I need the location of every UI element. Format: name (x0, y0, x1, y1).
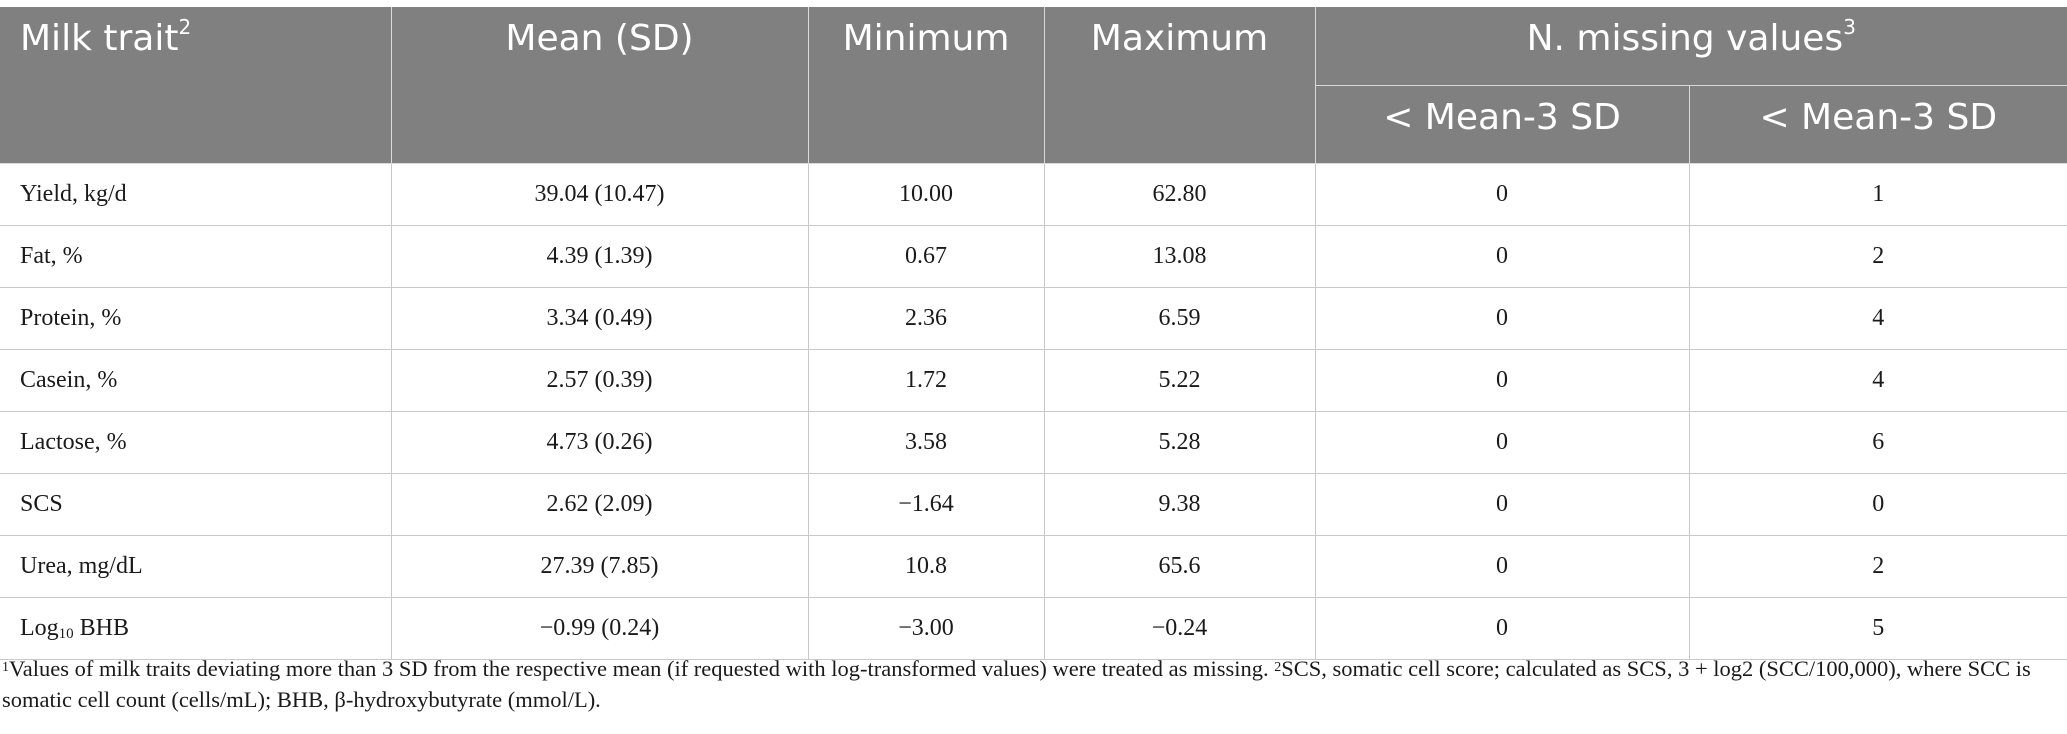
milk-traits-table: Milk trait2 Mean (SD) Minimum Maximum N.… (0, 7, 2067, 660)
cell-min: 2.36 (808, 287, 1045, 350)
cell-min: 3.58 (808, 411, 1045, 474)
cell-min: −3.00 (808, 597, 1045, 660)
cell-mean-sd: −0.99 (0.24) (391, 597, 809, 660)
cell-missing-low: 0 (1315, 411, 1690, 474)
cell-max: 5.22 (1044, 349, 1316, 412)
table-row: Protein, % 3.34 (0.49) 2.36 6.59 0 4 (0, 287, 2067, 350)
cell-trait-suffix: BHB (73, 615, 130, 641)
cell-trait-subscript: 10 (58, 626, 74, 642)
cell-missing-low: 0 (1315, 349, 1690, 412)
table-row: Fat, % 4.39 (1.39) 0.67 13.08 0 2 (0, 225, 2067, 288)
header-row-1: Milk trait2 Mean (SD) Minimum Maximum N.… (0, 7, 2067, 164)
cell-min: 10.8 (808, 535, 1045, 598)
cell-missing-low: 0 (1315, 597, 1690, 660)
cell-mean-sd: 4.39 (1.39) (391, 225, 809, 288)
footnote-marker: 2 (1274, 660, 1282, 675)
cell-mean-sd: 3.34 (0.49) (391, 287, 809, 350)
cell-mean-sd: 39.04 (10.47) (391, 163, 809, 226)
cell-mean-sd: 2.57 (0.39) (391, 349, 809, 412)
footnote-marker: 2 (178, 15, 192, 39)
header-missing-low: < Mean-3 SD (1315, 85, 1690, 164)
table-row: SCS 2.62 (2.09) −1.64 9.38 0 0 (0, 473, 2067, 536)
cell-trait: Casein, % (0, 349, 392, 412)
cell-max: −0.24 (1044, 597, 1316, 660)
cell-min: 0.67 (808, 225, 1045, 288)
cell-max: 62.80 (1044, 163, 1316, 226)
cell-max: 65.6 (1044, 535, 1316, 598)
header-mean-sd: Mean (SD) (391, 7, 809, 164)
footnote-text-1: Values of milk traits deviating more tha… (9, 656, 1275, 681)
cell-max: 13.08 (1044, 225, 1316, 288)
cell-missing-high: 4 (1689, 349, 2067, 412)
header-missing-values-label: N. missing values (1526, 18, 1844, 59)
table-body: Yield, kg/d 39.04 (10.47) 10.00 62.80 0 … (0, 163, 2067, 660)
cell-trait: Protein, % (0, 287, 392, 350)
cell-min: 1.72 (808, 349, 1045, 412)
header-missing-high: < Mean-3 SD (1689, 85, 2067, 164)
cell-missing-high: 5 (1689, 597, 2067, 660)
cell-missing-low: 0 (1315, 225, 1690, 288)
cell-min: 10.00 (808, 163, 1045, 226)
cell-mean-sd: 2.62 (2.09) (391, 473, 809, 536)
cell-trait: Lactose, % (0, 411, 392, 474)
cell-max: 6.59 (1044, 287, 1316, 350)
header-minimum: Minimum (808, 7, 1045, 164)
cell-mean-sd: 4.73 (0.26) (391, 411, 809, 474)
table-row: Yield, kg/d 39.04 (10.47) 10.00 62.80 0 … (0, 163, 2067, 226)
header-row-2: < Mean-3 SD < Mean-3 SD (0, 85, 2067, 164)
cell-max: 9.38 (1044, 473, 1316, 536)
milk-traits-table-container: Milk trait2 Mean (SD) Minimum Maximum N.… (0, 7, 2067, 660)
table-footnote: 1Values of milk traits deviating more th… (2, 653, 2062, 715)
table-row: Log10 BHB −0.99 (0.24) −3.00 −0.24 0 5 (0, 597, 2067, 660)
cell-missing-high: 2 (1689, 225, 2067, 288)
table-row: Casein, % 2.57 (0.39) 1.72 5.22 0 4 (0, 349, 2067, 412)
footnote-marker: 3 (1843, 15, 1856, 39)
table-row: Urea, mg/dL 27.39 (7.85) 10.8 65.6 0 2 (0, 535, 2067, 598)
footnote-marker: 1 (2, 660, 9, 675)
cell-trait-prefix: Log (20, 615, 59, 641)
cell-min: −1.64 (808, 473, 1045, 536)
header-milk-trait: Milk trait2 (0, 7, 392, 164)
cell-trait: Urea, mg/dL (0, 535, 392, 598)
footnote-text-2: SCS, somatic cell score; calculated as S… (2, 656, 2031, 712)
header-milk-trait-label: Milk trait (20, 18, 179, 59)
cell-trait: Log10 BHB (0, 597, 392, 660)
cell-missing-low: 0 (1315, 473, 1690, 536)
cell-trait: SCS (0, 473, 392, 536)
cell-trait: Fat, % (0, 225, 392, 288)
cell-missing-low: 0 (1315, 163, 1690, 226)
table-header: Milk trait2 Mean (SD) Minimum Maximum N.… (0, 7, 2067, 164)
cell-trait: Yield, kg/d (0, 163, 392, 226)
cell-missing-high: 0 (1689, 473, 2067, 536)
cell-missing-low: 0 (1315, 535, 1690, 598)
cell-missing-low: 0 (1315, 287, 1690, 350)
cell-missing-high: 4 (1689, 287, 2067, 350)
cell-mean-sd: 27.39 (7.85) (391, 535, 809, 598)
header-maximum: Maximum (1044, 7, 1316, 164)
cell-missing-high: 6 (1689, 411, 2067, 474)
table-row: Lactose, % 4.73 (0.26) 3.58 5.28 0 6 (0, 411, 2067, 474)
cell-missing-high: 2 (1689, 535, 2067, 598)
cell-missing-high: 1 (1689, 163, 2067, 226)
cell-max: 5.28 (1044, 411, 1316, 474)
header-missing-values: N. missing values3 (1315, 7, 2067, 86)
